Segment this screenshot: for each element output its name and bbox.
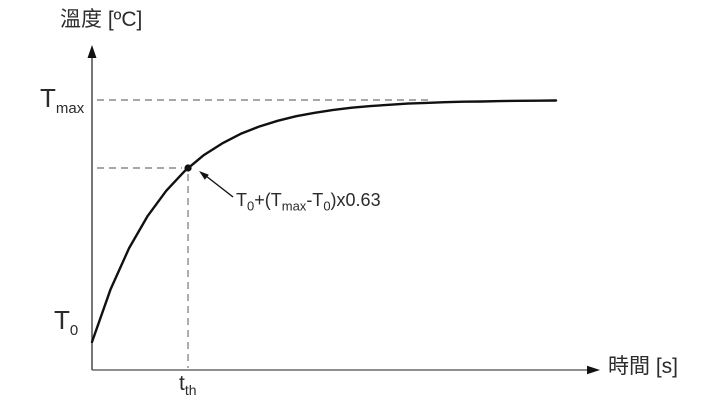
temperature-curve [90, 99, 558, 344]
tmax-base-text: T [40, 83, 56, 113]
x-axis-arrowhead [587, 365, 600, 375]
tmax-sub-text: max [55, 100, 85, 118]
point-annotation: T0+(Tmax-T0)x0.63 [236, 190, 381, 213]
annotation-sub: 0 [323, 198, 331, 214]
t0-sub-text: 0 [69, 322, 79, 340]
y-axis-label: 溫度 [ºC] [60, 8, 143, 31]
y-axis-arrowhead [87, 45, 97, 58]
t0-base-text: T [54, 305, 70, 335]
t0-label: T0 [54, 305, 78, 338]
tth-label: tth [179, 372, 197, 397]
annotation-part: )x0.63 [330, 190, 381, 210]
response-point-dot [184, 164, 192, 172]
annotation-sub: 0 [247, 198, 255, 214]
annotation-sub: max [281, 198, 307, 214]
annotation-arrowhead [199, 171, 209, 180]
tth-sub-text: th [184, 382, 197, 399]
tmax-label: Tmax [40, 83, 84, 116]
annotation-part: -T [306, 190, 324, 210]
x-axis-label: 時間 [s] [608, 355, 679, 378]
tth-base-text: t [179, 372, 185, 395]
annotation-arrow-line [205, 175, 234, 198]
annotation-part: +(T [254, 190, 282, 210]
annotation-part: T [236, 190, 247, 210]
